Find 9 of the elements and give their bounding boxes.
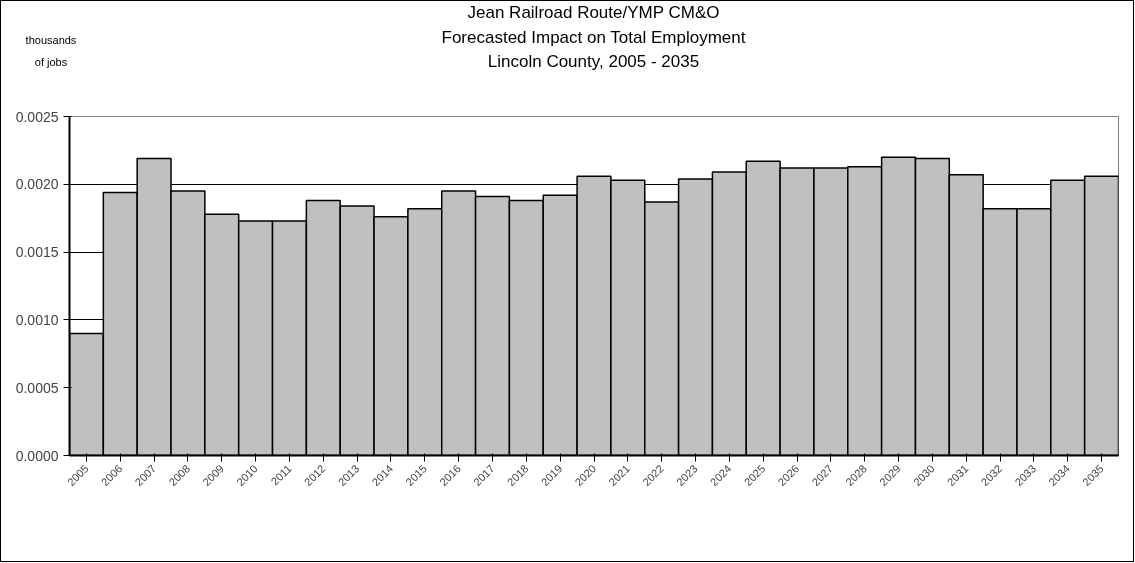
chart-title: Jean Railroad Route/YMP CM&O — [466, 3, 721, 23]
y-tick-label: 0.0005 — [15, 379, 59, 396]
y-tick-label: 0.0020 — [15, 176, 59, 193]
y-tick-label: 0.0010 — [15, 311, 59, 328]
y-tick-label: 0.0015 — [15, 244, 59, 261]
y-axis-title: thousands of jobs — [24, 33, 78, 70]
chart-subtitle: Forecasted Impact on Total Employment Lincoln County, 2005 - 2035 — [441, 28, 746, 71]
y-tick-label: 0.0025 — [15, 108, 59, 125]
y-tick-label: 0.0000 — [15, 447, 59, 464]
